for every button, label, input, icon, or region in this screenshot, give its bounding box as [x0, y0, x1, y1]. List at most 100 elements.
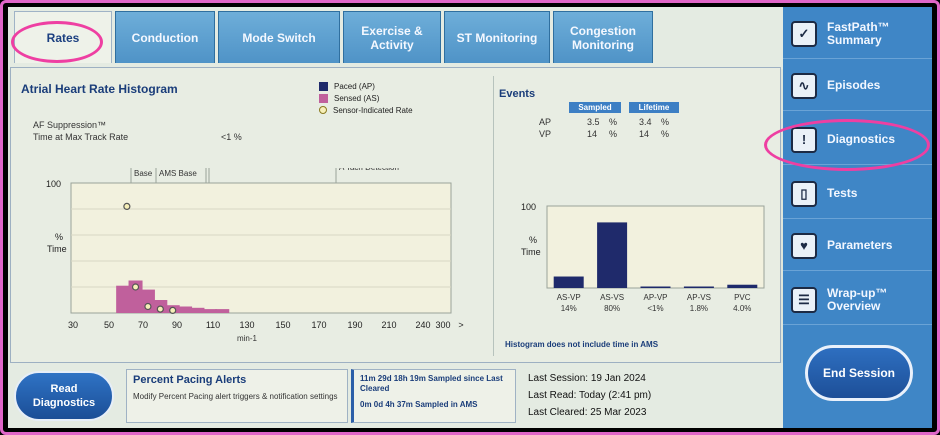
event-category: PVC — [734, 293, 751, 302]
event-bar — [553, 276, 584, 288]
sidebar-item-label: Wrap-up™ Overview — [827, 285, 888, 313]
tab-exercise-activity[interactable]: Exercise & Activity — [343, 11, 441, 63]
tab-label: ST Monitoring — [456, 30, 538, 45]
x-unit-label: min-1 — [237, 334, 258, 343]
events-plot-area — [546, 205, 765, 289]
sidebar-item-parameters[interactable]: ♥ Parameters — [783, 221, 932, 271]
event-category: AP-VS — [687, 293, 711, 302]
sensed-bar — [190, 307, 205, 313]
x-tick-label: 50 — [104, 320, 114, 330]
sensor-rate-point — [144, 302, 152, 311]
ams-base-label: AMS Base — [159, 169, 197, 178]
legend-sensed: Sensed (AS) — [334, 93, 380, 103]
ams-base-marker — [155, 168, 207, 184]
paced-swatch — [319, 81, 328, 91]
ams-note: Histogram does not include time in AMS — [505, 340, 659, 349]
event-value: 80% — [604, 304, 620, 313]
events-y-label: % — [529, 235, 537, 245]
events-chart: 100% Time AS-VP 14% AS-VS 80% AP-VP <1% AP-VS 1.8… — [521, 202, 765, 313]
x-tick-label: > — [458, 320, 463, 330]
sidebar-item-label: FastPath™ Summary — [827, 19, 890, 47]
rates-panel: Atrial Heart Rate Histogram AF Suppressi… — [10, 67, 781, 363]
percent-unit: % — [609, 129, 618, 139]
read-diagnostics-button[interactable]: Read Diagnostics — [14, 371, 114, 421]
sensor-rate-point — [131, 283, 140, 291]
sidebar: ✓ FastPath™ Summary ∿ Episodes ! Diagnos… — [783, 7, 932, 428]
sensed-swatch — [319, 93, 328, 103]
sidebar-item-episodes[interactable]: ∿ Episodes — [783, 61, 932, 111]
histogram-legend: Paced (AP) Sensed (AS) Sensor-Indicated … — [319, 80, 413, 116]
max-track-value: <1 % — [221, 132, 242, 142]
x-tick-label: 300 — [435, 320, 450, 330]
tab-label: Exercise & Activity — [361, 23, 423, 52]
event-bar — [727, 284, 758, 288]
event-value: 1.8% — [690, 304, 708, 313]
sensed-bar — [215, 309, 230, 313]
events-row-label: AP — [539, 117, 552, 127]
x-tick-label: 90 — [172, 320, 182, 330]
bottom-bar: Read Diagnostics Percent Pacing Alerts M… — [8, 363, 783, 428]
x-tick-label: 130 — [239, 320, 254, 330]
ap-sampled: 3.5 — [587, 117, 600, 127]
x-tick-label: 240 — [415, 320, 430, 330]
ecg-icon: ∿ — [791, 72, 817, 99]
event-value: 4.0% — [733, 304, 751, 313]
events-y-top: 100 — [521, 202, 536, 212]
event-bar — [640, 286, 671, 288]
heart-icon: ♥ — [791, 232, 817, 259]
tab-st-monitoring[interactable]: ST Monitoring — [444, 11, 550, 63]
sidebar-item-tests[interactable]: ▯ Tests — [783, 169, 932, 219]
last-cleared: Last Cleared: 25 Mar 2023 — [528, 407, 647, 418]
battery-icon: ▯ — [791, 180, 817, 207]
diagnostics-icon: ! — [791, 126, 817, 153]
sampled-since-cleared: 11m 29d 18h 19m Sampled since Last Clear… — [360, 374, 503, 393]
col-lifetime: Lifetime — [629, 102, 679, 113]
x-tick-label: 170 — [311, 320, 326, 330]
sensor-rate-point — [156, 305, 164, 313]
tab-rates[interactable]: Rates — [14, 11, 112, 63]
sensed-bar — [178, 306, 193, 313]
sidebar-item-label: Tests — [827, 186, 858, 200]
legend-sensor: Sensor-Indicated Rate — [333, 105, 413, 115]
af-suppression-label: AF Suppression™ — [33, 120, 107, 130]
tab-congestion-monitoring[interactable]: Congestion Monitoring — [553, 11, 653, 63]
tab-conduction[interactable]: Conduction — [115, 11, 215, 63]
sampled-in-ams: 0m 0d 4h 37m Sampled in AMS — [360, 400, 478, 409]
event-bar — [597, 222, 628, 288]
panel-divider — [493, 76, 494, 356]
percent-unit: % — [661, 129, 670, 139]
tab-bar: Rates Conduction Mode Switch Exercise & … — [8, 7, 783, 69]
sampling-info: 11m 29d 18h 19m Sampled since Last Clear… — [351, 369, 516, 423]
x-tick-label: 150 — [275, 320, 290, 330]
tab-mode-switch[interactable]: Mode Switch — [218, 11, 340, 63]
events-row-label: VP — [539, 129, 552, 139]
base-label: Base — [134, 169, 153, 178]
end-session-button[interactable]: End Session — [805, 345, 913, 401]
percent-unit: % — [609, 117, 618, 127]
sidebar-item-label: Episodes — [827, 78, 881, 92]
last-session: Last Session: 19 Jan 2024 — [528, 373, 646, 384]
sensor-rate-point — [169, 306, 177, 314]
event-category: AS-VS — [600, 293, 624, 302]
sidebar-item-fastpath-summary[interactable]: ✓ FastPath™ Summary — [783, 9, 932, 59]
histogram-title: Atrial Heart Rate Histogram — [21, 82, 178, 96]
tab-label: Congestion Monitoring — [570, 23, 636, 52]
max-track-label: Time at Max Track Rate — [33, 132, 129, 142]
sidebar-item-wrapup-overview[interactable]: ☰ Wrap-up™ Overview — [783, 275, 932, 325]
x-tick-label: 210 — [381, 320, 396, 330]
event-category: AS-VP — [557, 293, 581, 302]
sensed-bar — [128, 280, 143, 313]
sidebar-item-diagnostics[interactable]: ! Diagnostics — [783, 115, 932, 165]
x-tick-label: 110 — [206, 320, 220, 330]
sensor-rate-point — [123, 202, 131, 211]
percent-pacing-alerts[interactable]: Percent Pacing Alerts Modify Percent Pac… — [126, 369, 348, 423]
event-bar — [683, 286, 714, 288]
event-value: 14% — [561, 304, 577, 313]
vp-lifetime: 14 — [639, 129, 650, 139]
list-icon: ☰ — [791, 286, 817, 313]
sidebar-item-label: Parameters — [827, 238, 893, 252]
sensed-bar — [116, 285, 131, 313]
sensor-rate-swatch — [319, 106, 327, 114]
event-category: AP-VP — [643, 293, 667, 302]
